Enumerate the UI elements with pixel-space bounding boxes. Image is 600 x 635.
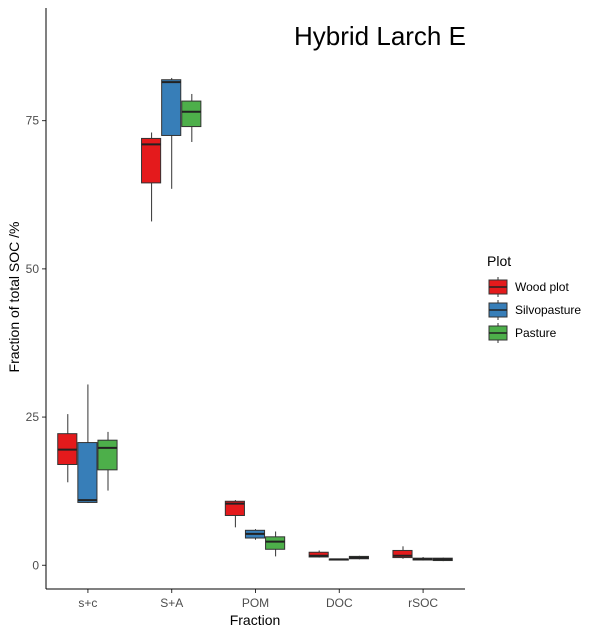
box-silvopasture-doc (328, 558, 349, 561)
x-tick-label: S+A (160, 596, 183, 610)
box-wood-plot-rsoc (392, 546, 413, 559)
box-pasture-sa (181, 93, 202, 142)
x-tick-label: rSOC (408, 596, 438, 610)
box-wood-plot-sc (57, 414, 78, 483)
box-body (392, 549, 413, 559)
legend-title: Plot (487, 253, 511, 269)
box-silvopasture-rsoc (412, 556, 433, 561)
box-wood-plot-doc (308, 550, 329, 558)
box-wood-plot-pom (224, 500, 245, 528)
chart-title: Hybrid Larch E (294, 21, 466, 51)
box-body (265, 536, 286, 550)
box-pasture-doc (348, 555, 369, 560)
box-body (141, 137, 162, 184)
box-body (161, 79, 182, 136)
box-body (77, 442, 98, 503)
box-silvopasture-pom (244, 529, 266, 540)
box-silvopasture-sc (77, 384, 98, 504)
y-tick-label: 0 (32, 558, 39, 572)
box-silvopasture-sa (161, 77, 182, 189)
legend: Plot Wood plot Silvopasture Pasture (487, 253, 581, 343)
y-tick-label: 25 (26, 410, 40, 424)
y-axis-title: Fraction of total SOC /% (6, 222, 22, 373)
y-tick-label: 50 (26, 262, 40, 276)
legend-item-wood-plot: Wood plot (488, 277, 569, 297)
box-wood-plot-sa (141, 132, 162, 222)
box-body (308, 551, 329, 558)
box-body (224, 500, 245, 516)
box-body (181, 100, 202, 128)
y-tick-label: 75 (26, 114, 40, 128)
x-tick-label: DOC (326, 596, 353, 610)
box-body (97, 439, 118, 471)
legend-label: Wood plot (515, 280, 569, 294)
x-tick-label: s+c (78, 596, 97, 610)
legend-label: Pasture (515, 326, 557, 340)
x-tick-label: POM (242, 596, 269, 610)
box-pasture-pom (265, 531, 286, 557)
box-pasture-sc (97, 431, 118, 491)
plot-area: 0 25 50 75 s+c S+A POM DOC rSOC (26, 8, 465, 610)
x-axis-title: Fraction (230, 612, 281, 628)
legend-item-silvopasture: Silvopasture (488, 300, 581, 320)
box-pasture-rsoc (432, 557, 453, 562)
legend-item-pasture: Pasture (488, 323, 557, 343)
legend-label: Silvopasture (515, 303, 581, 317)
